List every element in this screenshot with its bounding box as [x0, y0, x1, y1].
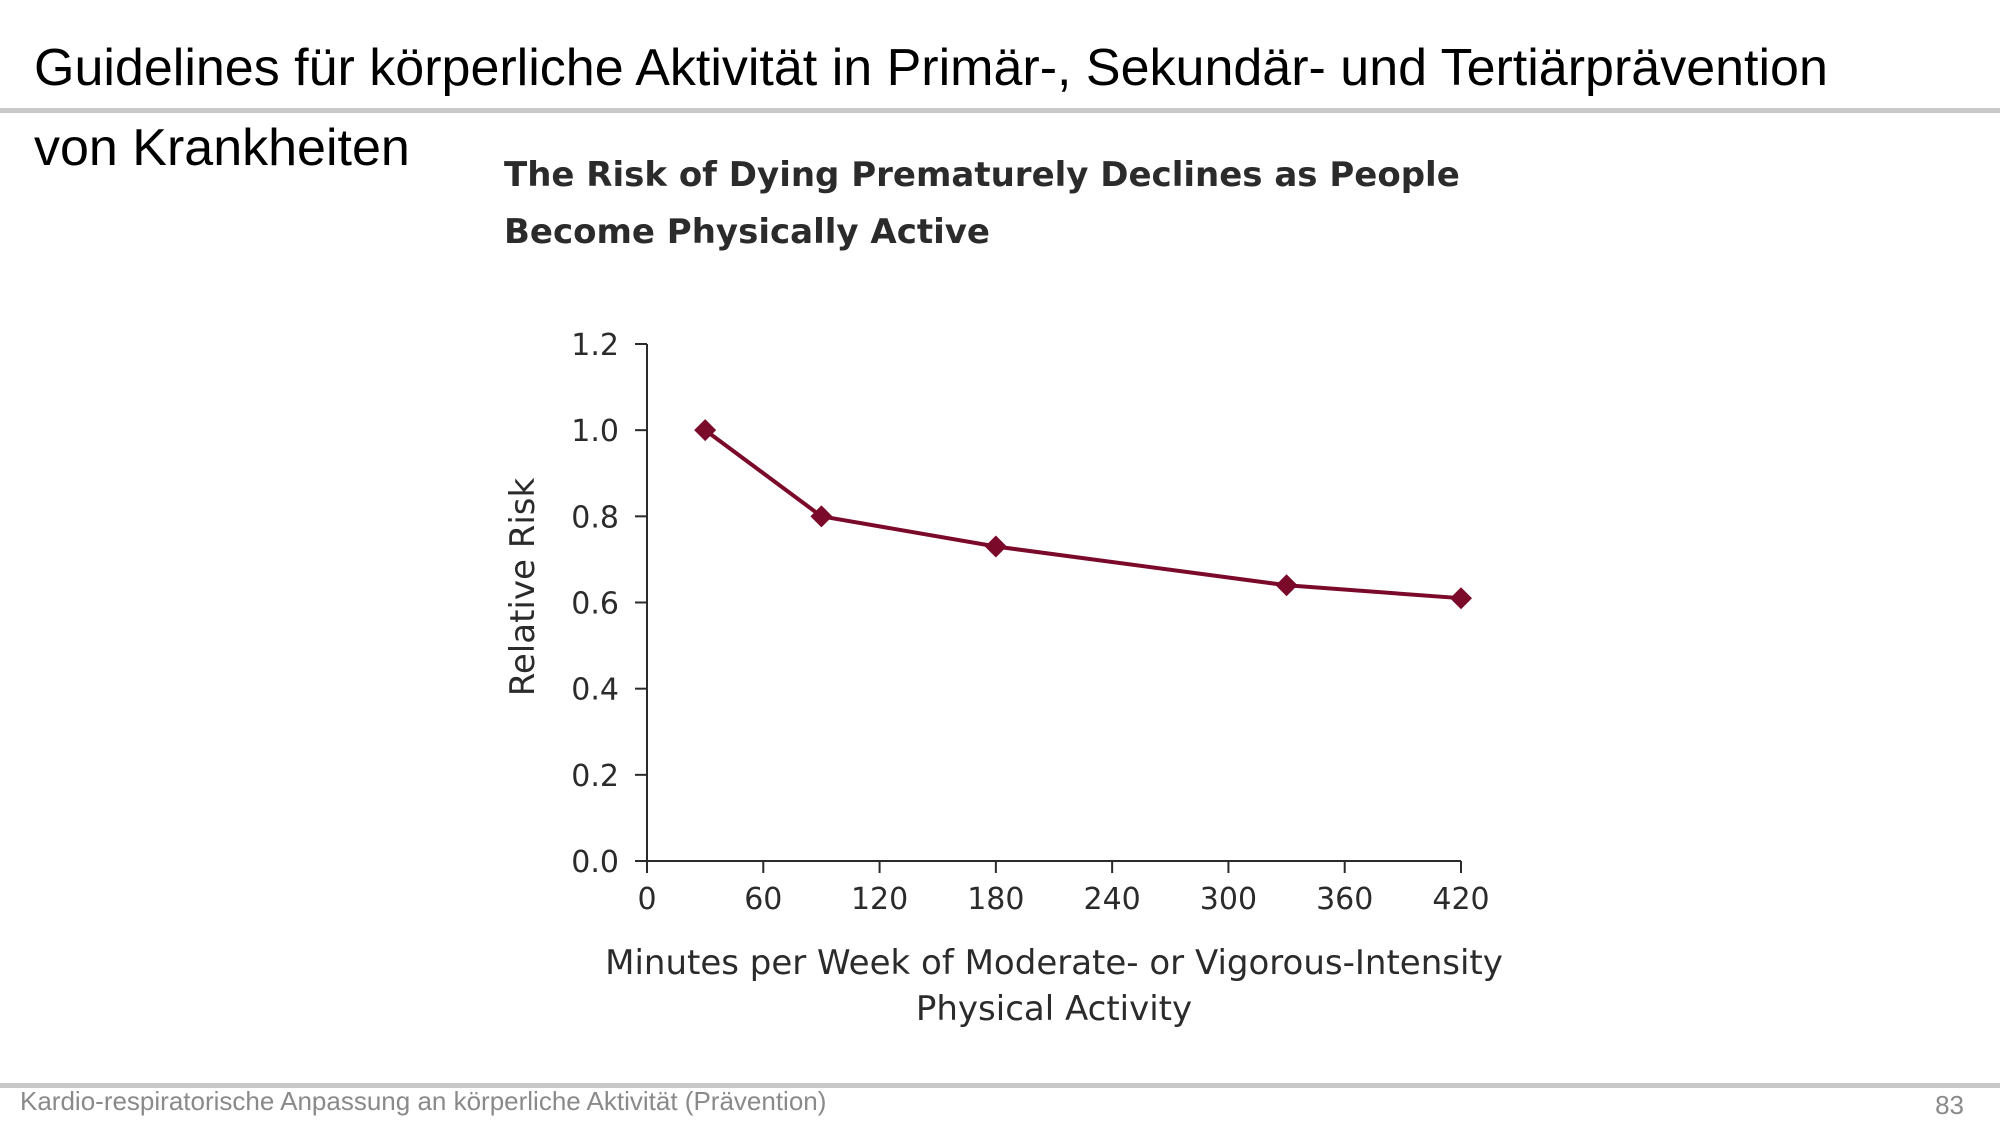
chart-axes: 0.0 0.2 0.4 0.6 0.8 1.0 1.2 0 60 120 180 240 300 360 4…: [571, 328, 1489, 917]
y-tick-label: 0.2: [571, 759, 619, 794]
footer-text: Kardio-respiratorische Anpassung an körp…: [20, 1086, 827, 1116]
data-point-marker: [1275, 574, 1298, 597]
x-tick-label: 240: [1084, 882, 1141, 917]
page-number: 83: [1935, 1090, 1964, 1120]
slide-title: Guidelines für körperliche Aktivität in …: [34, 39, 1828, 97]
y-tick-label: 0.4: [571, 673, 619, 708]
x-axis-label-line-1: Minutes per Week of Moderate- or Vigorou…: [605, 943, 1503, 983]
x-tick-label: 180: [967, 882, 1024, 917]
x-tick-label: 360: [1316, 882, 1373, 917]
slide-title-continued: von Krankheiten: [34, 119, 410, 177]
data-point-marker: [1450, 587, 1472, 610]
x-tick-label: 0: [637, 882, 656, 917]
title-divider: [0, 108, 2000, 113]
data-point-marker: [810, 505, 833, 528]
x-tick-label: 60: [744, 882, 782, 917]
chart-title-line-2: Become Physically Active: [504, 212, 990, 252]
footer-divider: [0, 1083, 2000, 1088]
chart-title-line-1: The Risk of Dying Prematurely Declines a…: [504, 155, 1460, 195]
x-axis-label-line-2: Physical Activity: [916, 989, 1192, 1029]
data-point-marker: [694, 419, 717, 442]
y-tick-label: 1.0: [571, 414, 619, 449]
y-tick-label: 1.2: [571, 328, 619, 363]
chart-plot-area: [694, 419, 1472, 610]
y-axis-label: Relative Risk: [503, 477, 543, 696]
y-tick-label: 0.0: [571, 845, 619, 880]
y-tick-label: 0.8: [571, 500, 619, 535]
x-tick-label: 420: [1432, 882, 1489, 917]
y-tick-label: 0.6: [571, 587, 619, 622]
x-tick-label: 120: [851, 882, 908, 917]
x-tick-label: 300: [1200, 882, 1257, 917]
chart-title: The Risk of Dying Prematurely Declines a…: [504, 155, 1460, 252]
data-point-marker: [984, 535, 1007, 558]
